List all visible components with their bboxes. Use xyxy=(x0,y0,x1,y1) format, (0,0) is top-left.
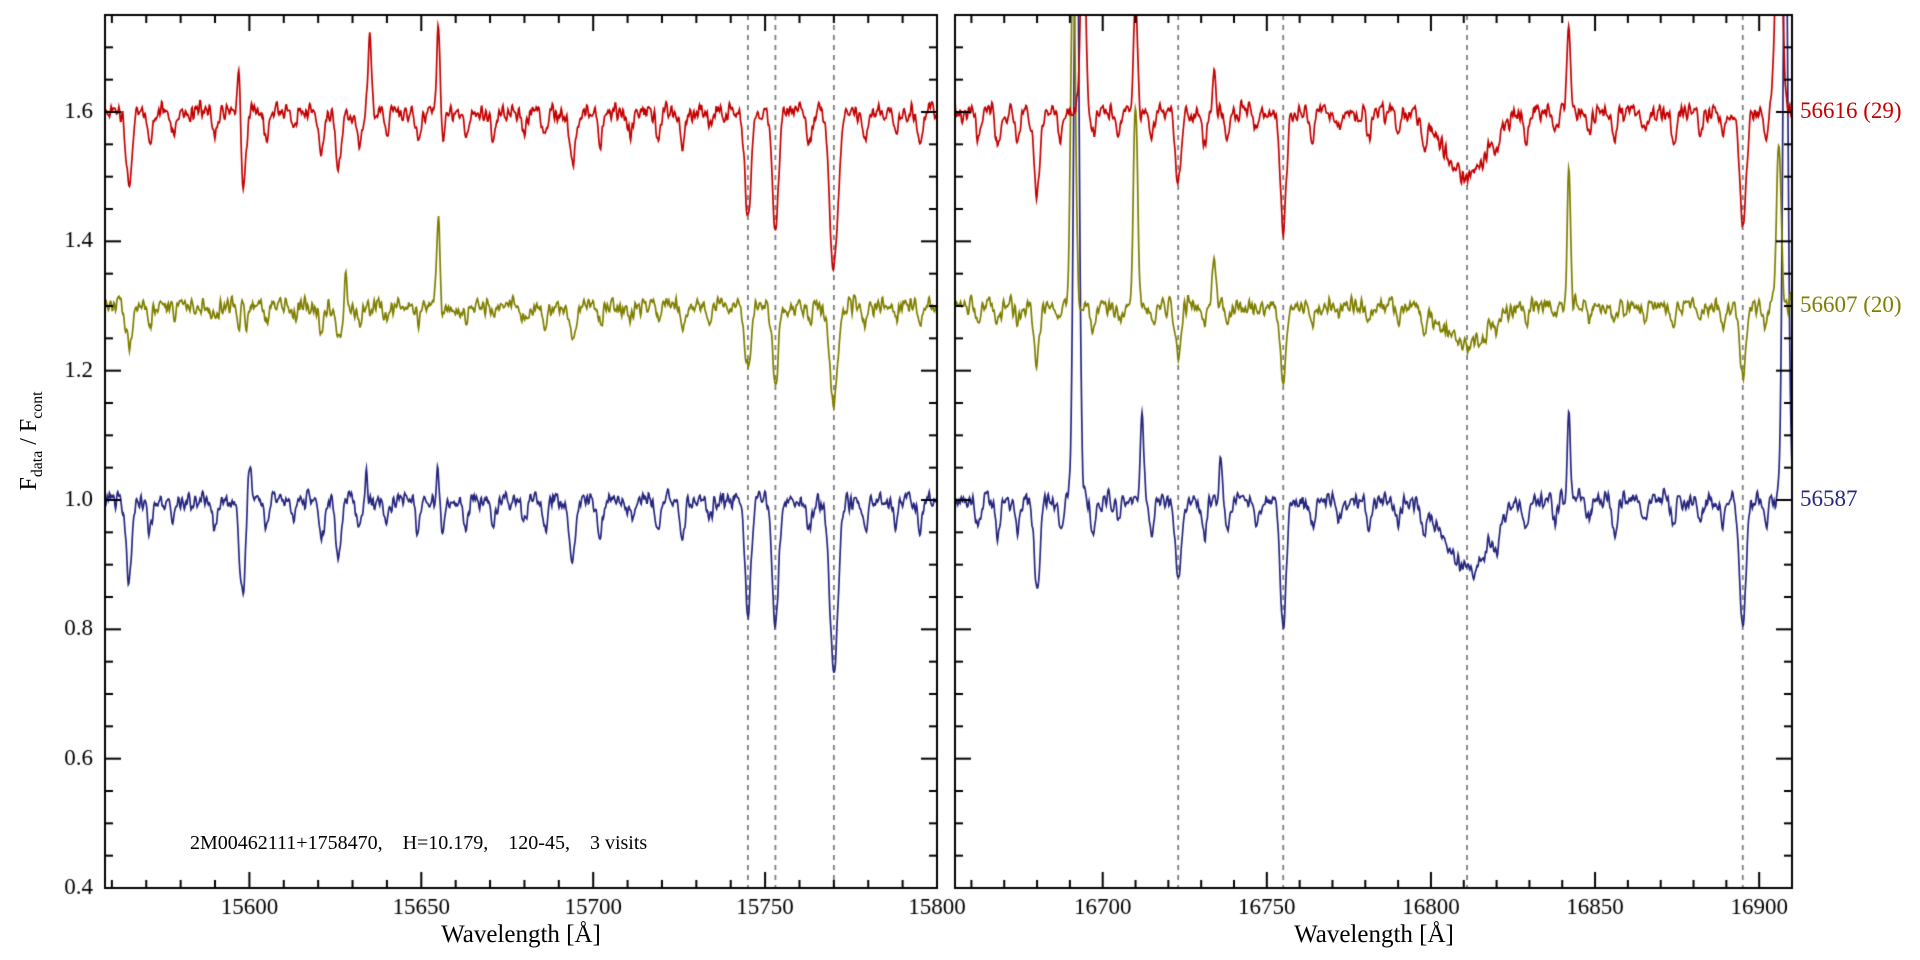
target-annotation: 2M00462111+1758470, H=10.179, 120-45, 3 … xyxy=(190,832,648,854)
x-axis-label-right-panel: Wavelength [Å] xyxy=(1294,921,1454,948)
y-axis-label-base2: / F xyxy=(16,418,42,451)
series-label-56587: 56587 xyxy=(1800,486,1858,511)
y-axis-label-sub2: cont xyxy=(28,391,46,419)
y-axis-label-base1: F xyxy=(16,477,42,491)
y-axis-label: Fdata / Fcont xyxy=(16,391,47,490)
series-label-56616: 56616 (29) xyxy=(1800,98,1902,123)
series-label-56607: 56607 (20) xyxy=(1800,292,1902,317)
x-axis-label-left-panel: Wavelength [Å] xyxy=(441,921,601,948)
y-axis-label-sub1: data xyxy=(28,450,46,478)
